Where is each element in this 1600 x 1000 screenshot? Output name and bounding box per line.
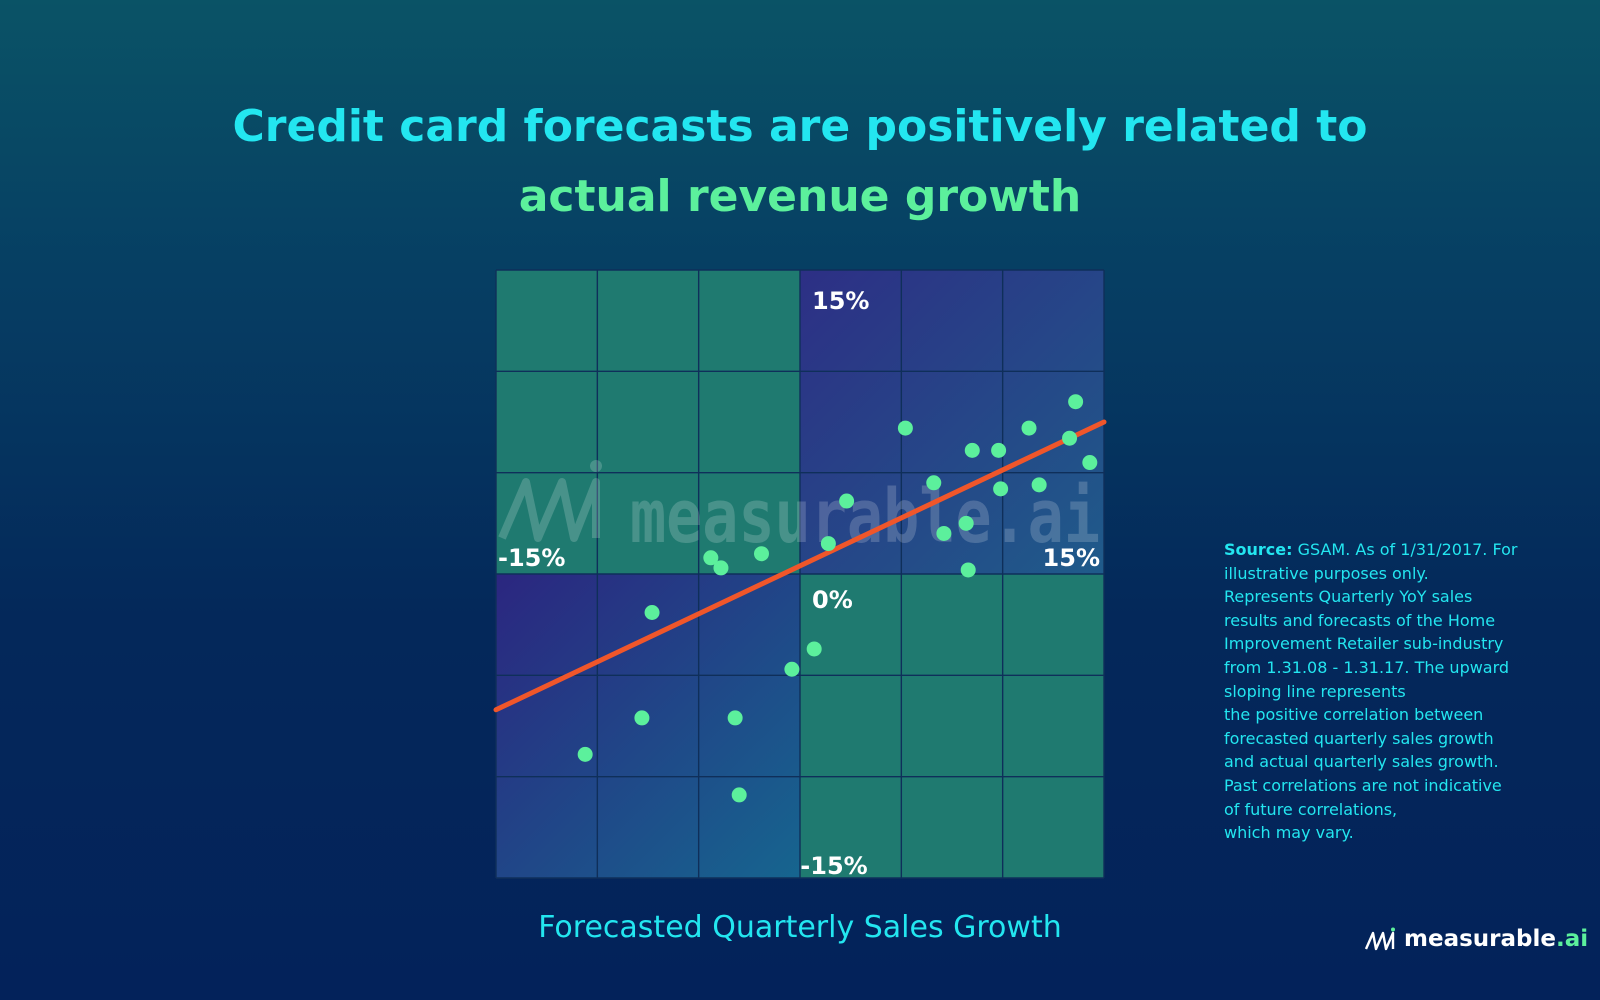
measurable-logo-icon (1364, 927, 1395, 951)
x-axis-max-label: 15% (1043, 544, 1100, 572)
footnote-line: Represents Quarterly YoY sales (1224, 587, 1473, 607)
scatter-point (727, 710, 743, 726)
quadrant-bottom-left (496, 574, 800, 878)
footnote-line: results and forecasts of the Home (1224, 610, 1496, 630)
scatter-point (991, 442, 1007, 458)
footnote-line: illustrative purposes only. (1224, 563, 1429, 583)
footnote-first-text: GSAM. As of 1/31/2017. For (1292, 540, 1518, 559)
scatter-point (731, 787, 747, 803)
watermark-logo-mark (498, 478, 600, 542)
footnote-line: Improvement Retailer sub-industry (1224, 634, 1504, 654)
quadrant-top-right (800, 270, 1104, 574)
scatter-point (753, 546, 769, 562)
brand-name: measurable (1404, 926, 1556, 952)
scatter-point (1082, 455, 1098, 471)
chart-title: Credit card forecasts are positively rel… (0, 92, 1600, 232)
footnote-line: from 1.31.08 - 1.31.17. The upward (1224, 657, 1510, 677)
scatter-point (634, 710, 650, 726)
scatter-point (577, 746, 593, 762)
footnote-line: and actual quarterly sales growth. (1224, 752, 1499, 772)
footnote-line: Past correlations are not indicative (1224, 775, 1502, 795)
origin-label: 0% (812, 586, 853, 614)
scatter-point (958, 515, 974, 531)
scatter-point (820, 536, 836, 552)
footnote-line: which may vary. (1224, 823, 1354, 843)
watermark-logo-dot (590, 460, 602, 472)
scatter-point (806, 641, 822, 657)
watermark-logo-icon (498, 460, 602, 542)
source-footnote: Source: GSAM. As of 1/31/2017. For illus… (1224, 538, 1524, 845)
footnote-line: the positive correlation between (1224, 705, 1484, 725)
scatter-point (926, 475, 942, 491)
scatter-point (1031, 477, 1047, 493)
y-axis-max-label: 15% (812, 287, 869, 315)
scatter-point (936, 525, 952, 541)
footnote-line: sloping line represents (1224, 681, 1406, 701)
scatter-point (703, 550, 719, 566)
x-axis-label: Forecasted Quarterly Sales Growth (538, 910, 1062, 945)
x-axis-min-label: -15% (498, 544, 565, 572)
scatter-point (1062, 430, 1078, 446)
quadrant-bottom-right (800, 574, 1104, 878)
scatter-point (897, 420, 913, 436)
footnote-first-line: Source: GSAM. As of 1/31/2017. For (1224, 538, 1524, 562)
scatter-point (713, 560, 729, 576)
quadrant-top-left (496, 270, 800, 574)
y-axis-min-label: -15% (800, 852, 867, 880)
title-line-1: Credit card forecasts are positively rel… (232, 101, 1368, 152)
scatter-point (964, 442, 980, 458)
watermark-text: measurable.ai (630, 474, 1100, 560)
trend-line (493, 419, 1107, 713)
scatter-point (1021, 420, 1037, 436)
scatter-point (784, 661, 800, 677)
brand-suffix: .ai (1555, 926, 1589, 952)
brand-logo: measurable .ai (1364, 926, 1588, 952)
footnote-line: forecasted quarterly sales growth (1224, 728, 1494, 748)
footnote-lead: Source: (1224, 540, 1293, 559)
scatter-point (644, 605, 660, 621)
scatter-point (993, 481, 1009, 497)
scatter-point (960, 562, 976, 578)
title-line-2: actual revenue growth (518, 171, 1082, 222)
scatter-point (839, 493, 855, 509)
footnote-line: of future correlations, (1224, 799, 1398, 819)
scatter-point (1068, 394, 1084, 410)
